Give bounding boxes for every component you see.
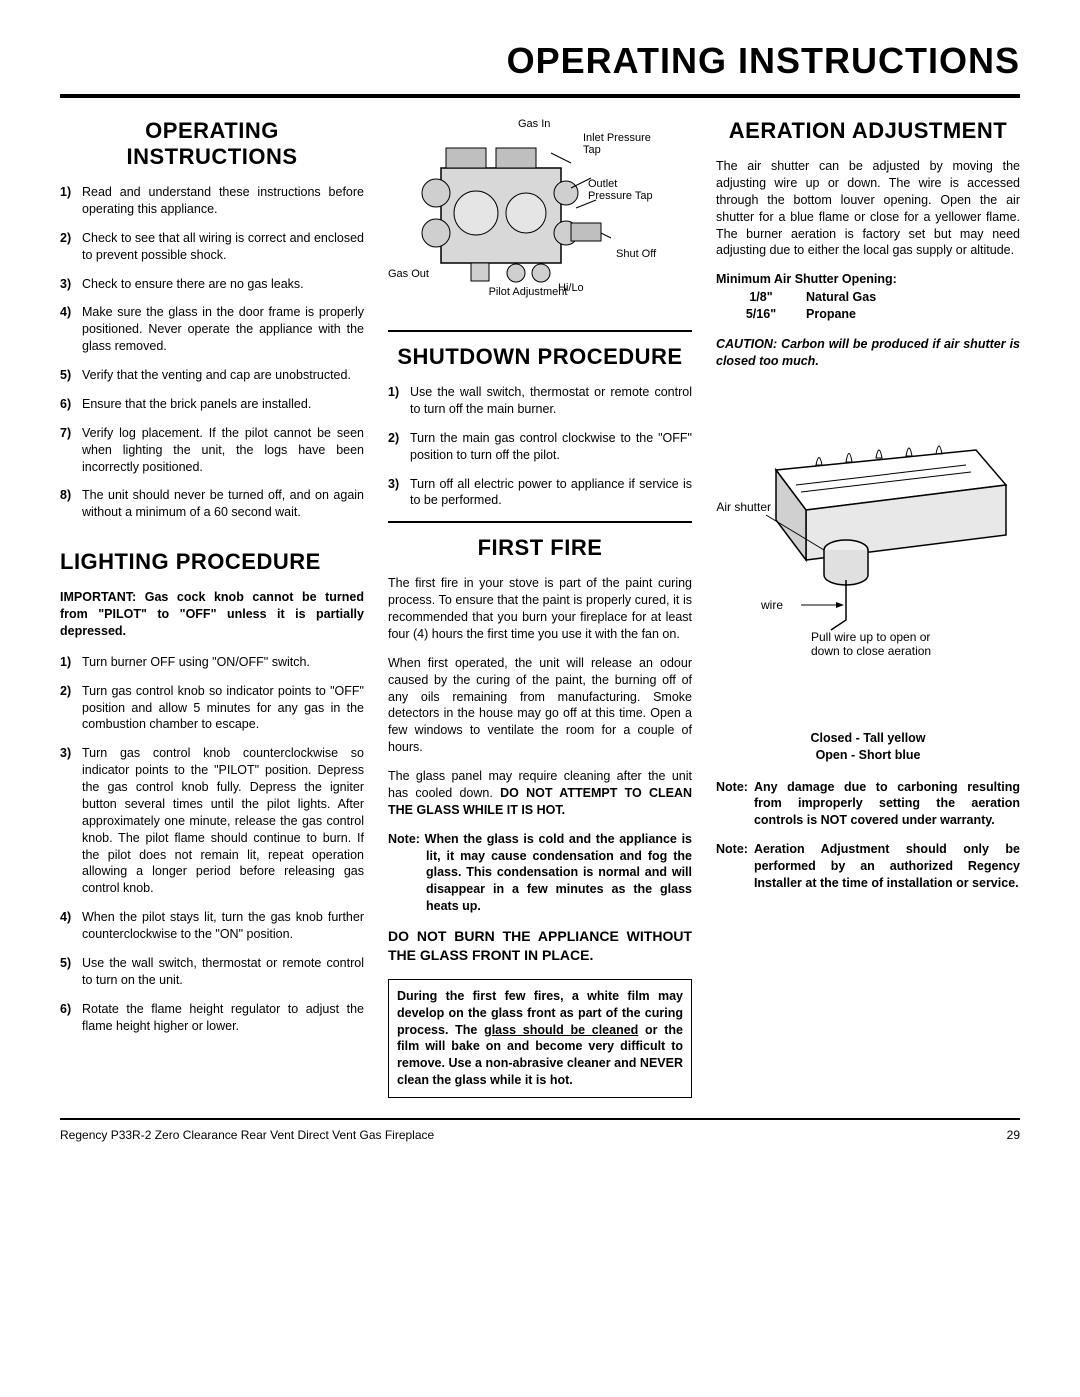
page-title: OPERATING INSTRUCTIONS: [60, 40, 1020, 82]
aeration-label-pull: Pull wire up to open or down to close ae…: [811, 630, 951, 659]
lighting-important-note: IMPORTANT: Gas cock knob cannot be turne…: [60, 589, 364, 640]
valve-label-gas-out: Gas Out: [388, 268, 429, 280]
first-fire-p3: The glass panel may require cleaning aft…: [388, 768, 692, 819]
valve-label-outlet: Outlet Pressure Tap: [588, 178, 658, 202]
list-item: Make sure the glass in the door frame is…: [60, 304, 364, 355]
valve-svg: [416, 138, 616, 298]
aeration-note-1: Note: Any damage due to carboning result…: [716, 779, 1020, 830]
list-item: Read and understand these instructions b…: [60, 184, 364, 218]
column-1: OPERATING INSTRUCTIONS Read and understa…: [60, 118, 364, 1098]
aeration-diagram: Air shutter wire Pull wire up to open or…: [716, 430, 1020, 720]
list-item: Use the wall switch, thermostat or remot…: [60, 955, 364, 989]
operating-instructions-heading: OPERATING INSTRUCTIONS: [60, 118, 364, 170]
closed-open-text: Closed - Tall yellow Open - Short blue: [716, 730, 1020, 765]
first-fire-box: During the first few fires, a white film…: [388, 979, 692, 1098]
list-item: Use the wall switch, thermostat or remot…: [388, 384, 692, 418]
valve-diagram: Gas In Inlet Pressure Tap Outlet Pressur…: [388, 118, 692, 318]
lighting-procedure-heading: LIGHTING PROCEDURE: [60, 549, 364, 575]
shutter-heading: Minimum Air Shutter Opening:: [716, 271, 1020, 289]
aeration-p1: The air shutter can be adjusted by movin…: [716, 158, 1020, 259]
page-footer: Regency P33R-2 Zero Clearance Rear Vent …: [60, 1118, 1020, 1142]
aeration-caution: CAUTION: Carbon will be produced if air …: [716, 336, 1020, 370]
footer-page-number: 29: [1007, 1128, 1020, 1142]
list-item: Check to ensure there are no gas leaks.: [60, 276, 364, 293]
first-fire-heading: FIRST FIRE: [388, 535, 692, 561]
shutter-row: 5/16"Propane: [716, 306, 1020, 324]
shutter-table: Minimum Air Shutter Opening: 1/8"Natural…: [716, 271, 1020, 324]
valve-label-inlet: Inlet Pressure Tap: [583, 132, 653, 156]
list-item: Turn the main gas control clockwise to t…: [388, 430, 692, 464]
aeration-adjustment-heading: AERATION ADJUSTMENT: [716, 118, 1020, 144]
shutdown-procedure-list: Use the wall switch, thermostat or remot…: [388, 384, 692, 509]
shutter-row: 1/8"Natural Gas: [716, 289, 1020, 307]
column-2: Gas In Inlet Pressure Tap Outlet Pressur…: [388, 118, 692, 1098]
valve-label-pilot: Pilot Adjustment: [488, 286, 568, 298]
list-item: Ensure that the brick panels are install…: [60, 396, 364, 413]
list-item: Turn off all electric power to appliance…: [388, 476, 692, 510]
aeration-note-2: Note: Aeration Adjustment should only be…: [716, 841, 1020, 892]
first-fire-p2: When first operated, the unit will relea…: [388, 655, 692, 756]
valve-label-shutoff: Shut Off: [616, 248, 656, 260]
list-item: Verify log placement. If the pilot canno…: [60, 425, 364, 476]
list-item: Rotate the flame height regulator to adj…: [60, 1001, 364, 1035]
list-item: Verify that the venting and cap are unob…: [60, 367, 364, 384]
list-item: Turn gas control knob counterclockwise s…: [60, 745, 364, 897]
footer-product: Regency P33R-2 Zero Clearance Rear Vent …: [60, 1128, 434, 1142]
columns-container: OPERATING INSTRUCTIONS Read and understa…: [60, 118, 1020, 1098]
list-item: The unit should never be turned off, and…: [60, 487, 364, 521]
valve-label-hilo: Hi/Lo: [558, 282, 584, 294]
shutdown-procedure-heading: SHUTDOWN PROCEDURE: [388, 344, 692, 370]
rule-firstfire: [388, 521, 692, 523]
first-fire-p1: The first fire in your stove is part of …: [388, 575, 692, 643]
aeration-svg: [716, 430, 1016, 660]
list-item: When the pilot stays lit, turn the gas k…: [60, 909, 364, 943]
operating-instructions-list: Read and understand these instructions b…: [60, 184, 364, 521]
column-3: AERATION ADJUSTMENT The air shutter can …: [716, 118, 1020, 1098]
first-fire-note: Note: When the glass is cold and the app…: [388, 831, 692, 915]
lighting-procedure-list: Turn burner OFF using "ON/OFF" switch. Tu…: [60, 654, 364, 1035]
first-fire-warning: DO NOT BURN THE APPLIANCE WITHOUT THE GL…: [388, 927, 692, 965]
list-item: Turn burner OFF using "ON/OFF" switch.: [60, 654, 364, 671]
aeration-label-air-shutter: Air shutter: [716, 500, 771, 514]
rule-shutdown: [388, 330, 692, 332]
list-item: Check to see that all wiring is correct …: [60, 230, 364, 264]
list-item: Turn gas control knob so indicator point…: [60, 683, 364, 734]
rule-top: [60, 94, 1020, 98]
valve-label-gas-in: Gas In: [518, 118, 550, 130]
aeration-label-wire: wire: [761, 598, 783, 612]
